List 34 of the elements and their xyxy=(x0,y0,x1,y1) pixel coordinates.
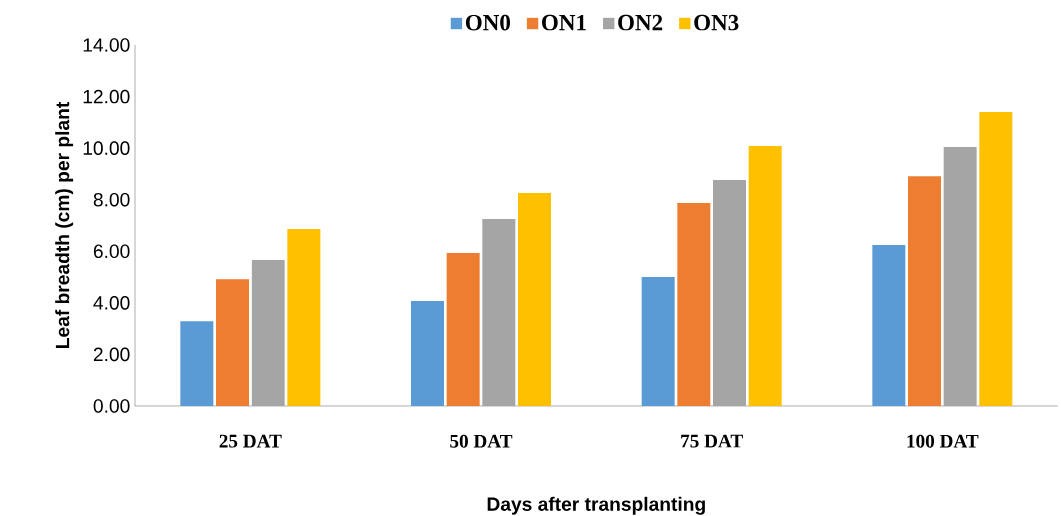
x-tick-label: 100 DAT xyxy=(907,434,979,448)
bar xyxy=(943,147,977,406)
bar xyxy=(411,301,444,406)
y-axis-title: Leaf breadth (cm) per plant xyxy=(55,102,74,348)
y-tick-label: 14.00 xyxy=(83,38,130,52)
bar xyxy=(251,260,285,406)
x-tick-label: 50 DAT xyxy=(450,434,513,448)
y-tick-label: 6.00 xyxy=(93,244,130,259)
legend-label: ON3 xyxy=(694,14,739,31)
bar xyxy=(518,193,551,406)
legend-label: ON1 xyxy=(542,14,586,31)
y-tick-label: 10.00 xyxy=(83,141,130,155)
bar xyxy=(748,146,782,406)
y-tick-label: 4.00 xyxy=(93,296,130,310)
bar xyxy=(713,180,746,406)
bar xyxy=(446,253,480,406)
bar xyxy=(287,229,321,406)
x-tick-label: 75 DAT xyxy=(681,434,743,448)
bar xyxy=(216,279,250,406)
legend-label: ON2 xyxy=(618,14,663,31)
bar xyxy=(908,176,941,406)
bar xyxy=(677,203,711,406)
bar xyxy=(180,321,214,406)
y-tick-label: 0.00 xyxy=(93,399,130,413)
bar xyxy=(872,245,906,406)
legend-label: ON0 xyxy=(465,14,510,31)
y-tick-label: 12.00 xyxy=(83,89,130,104)
bar xyxy=(979,112,1013,406)
y-tick-label: 8.00 xyxy=(93,192,130,207)
x-axis-title: Days after transplanting xyxy=(487,496,705,515)
bar xyxy=(641,277,675,406)
y-tick-label: 2.00 xyxy=(93,347,130,362)
x-tick-label: 25 DAT xyxy=(219,434,282,448)
bar xyxy=(482,219,516,406)
